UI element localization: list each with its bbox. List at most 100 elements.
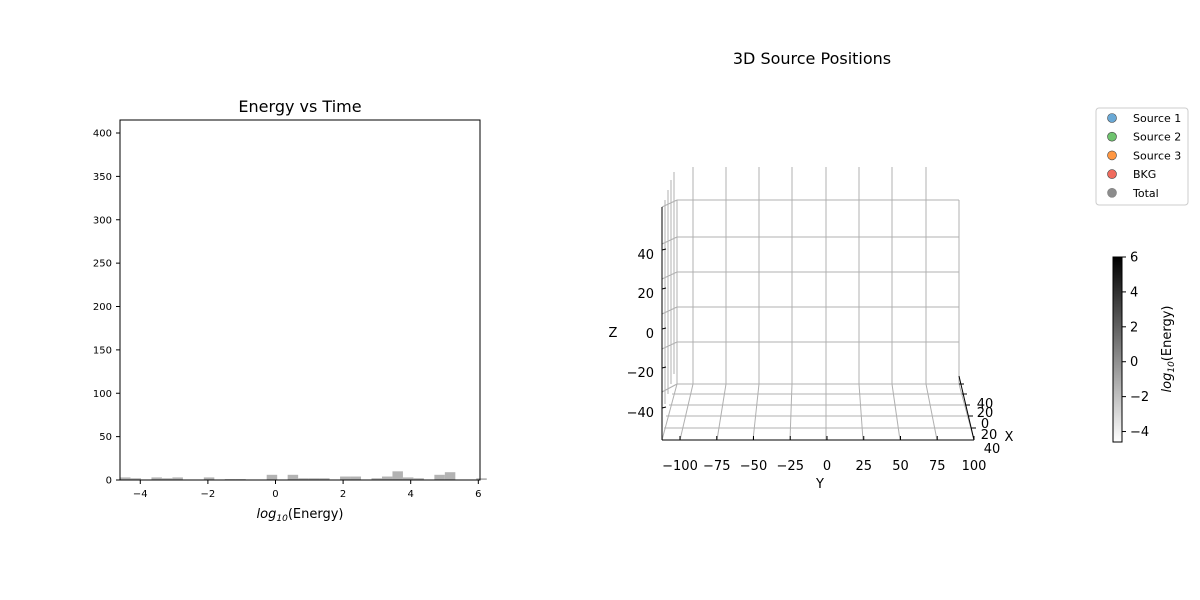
x-axis-tick-label: 0	[981, 417, 989, 432]
y-axis-tick-label: −25	[777, 459, 804, 474]
legend-marker	[1107, 188, 1117, 198]
x-axis-tick-label: 40	[984, 442, 1001, 457]
y-tick-label: 150	[93, 345, 112, 356]
histogram-bar	[402, 477, 414, 480]
y-axis-tick-label: −100	[662, 459, 698, 474]
y-tick-label: 50	[99, 432, 112, 443]
y-axis-tick-label: 50	[892, 459, 909, 474]
histogram-x-ticks: −4 −2 0 2 4 6	[133, 480, 481, 500]
scatter3d-panel: 3D Source Positions	[609, 49, 1014, 492]
legend-label: Source 3	[1133, 149, 1181, 162]
histogram-bar	[319, 478, 330, 480]
histogram-bar	[350, 476, 362, 480]
histogram-bar	[476, 478, 487, 480]
scatter3d-title: 3D Source Positions	[733, 49, 891, 68]
y-axis-tick-label: −75	[703, 459, 730, 474]
back-wall-grid	[676, 167, 960, 385]
z-axis-label: Z	[609, 326, 618, 341]
z-axis-tick-label: −20	[627, 366, 654, 381]
x-tick-label: −4	[133, 489, 148, 500]
y-tick-label: 300	[93, 215, 112, 226]
y-tick-label: 200	[93, 302, 112, 313]
legend-label: Source 2	[1133, 131, 1181, 144]
x-tick-label: 4	[408, 489, 414, 500]
histogram-bar	[371, 478, 382, 480]
y-axis-tick-label: 75	[929, 459, 946, 474]
colorbar-label-rest: (Energy)	[1160, 306, 1175, 362]
colorbar-gradient	[1112, 256, 1123, 443]
histogram-bar	[434, 474, 445, 480]
colorbar-tick-label: −2	[1130, 390, 1149, 405]
colorbar-tick-label: 0	[1130, 355, 1138, 370]
y-tick-label: 100	[93, 389, 112, 400]
legend-marker	[1107, 113, 1117, 123]
legend-label: Total	[1132, 187, 1159, 200]
colorbar: −4 −2 0 2 4 6 log10(Energy)	[1112, 251, 1177, 443]
histogram-bar	[340, 476, 351, 480]
legend-frame	[1095, 107, 1189, 206]
floor-grid	[661, 383, 975, 441]
histogram-y-ticks: 0 50 100 150 200 250 300 350 400	[93, 129, 120, 487]
legend-marker	[1107, 150, 1117, 161]
colorbar-label-log: log	[1160, 373, 1175, 393]
histogram-panel: Energy vs Time −4 −2 0 2 4 6 0 50 100 150 200 250 3…	[93, 97, 487, 524]
x-tick-label: 0	[272, 489, 278, 500]
histogram-bars	[120, 471, 487, 480]
histogram-bar	[151, 477, 162, 480]
x-tick-label: 6	[475, 489, 481, 500]
x-axis-tick-label: 20	[977, 406, 994, 421]
x-axis-label: X	[1005, 430, 1014, 445]
y-tick-label: 0	[106, 476, 112, 487]
y-axis-tick-label: 25	[855, 459, 872, 474]
legend-label: Source 1	[1133, 112, 1181, 125]
histogram-bar	[298, 478, 309, 480]
y-axis-tick-label: 100	[962, 459, 987, 474]
z-axis-ticks: −40 −20 0 20 40	[627, 248, 667, 421]
histogram-bar	[413, 478, 424, 480]
y-tick-label: 350	[93, 172, 112, 183]
colorbar-tick-label: 6	[1130, 251, 1138, 266]
y-tick-label: 400	[93, 129, 112, 140]
legend: Source 1 Source 2 Source 3 BKG Total	[1095, 107, 1189, 206]
x-tick-label: 2	[340, 489, 346, 500]
z-axis-tick-label: −40	[627, 406, 654, 421]
legend-marker	[1107, 131, 1117, 142]
y-tick-label: 250	[93, 259, 112, 270]
histogram-x-label-log: log	[257, 507, 277, 522]
x-tick-label: −2	[201, 489, 216, 500]
colorbar-tick-label: 4	[1130, 285, 1138, 300]
histogram-bar	[392, 471, 403, 480]
histogram-x-label: log10(Energy)	[257, 507, 344, 524]
z-axis-tick-label: 20	[637, 287, 654, 302]
colorbar-label: log10(Energy)	[1160, 306, 1177, 393]
histogram-bar	[381, 476, 393, 480]
x-axis-tick-label: 40	[977, 397, 994, 412]
histogram-bar	[444, 472, 456, 480]
z-axis-tick-mark	[661, 287, 667, 290]
colorbar-ticks: −4 −2 0 2 4 6	[1122, 251, 1149, 440]
legend-marker	[1107, 169, 1117, 179]
histogram-bar	[203, 477, 215, 480]
z-axis-tick-mark	[661, 248, 667, 251]
legend-label: BKG	[1133, 168, 1156, 181]
histogram-bar	[308, 478, 320, 480]
y-axis-label: Y	[815, 477, 824, 492]
z-axis-tick-label: 40	[637, 248, 654, 263]
x-axis-tick-label: 20	[981, 428, 998, 443]
z-axis-tick-mark	[661, 327, 667, 330]
legend-entries: Source 1 Source 2 Source 3 BKG Total	[1107, 112, 1181, 200]
y-axis-tick-label: −50	[740, 459, 767, 474]
histogram-plot-frame	[119, 119, 481, 481]
z-axis-tick-label: 0	[646, 327, 654, 342]
histogram-bar	[172, 477, 183, 480]
y-axis-ticks: −100 −75 −50 −25 0 25 50 75 100	[662, 436, 986, 474]
histogram-bar	[120, 477, 131, 480]
axis-lines	[661, 207, 975, 441]
colorbar-tick-label: −4	[1130, 425, 1149, 440]
histogram-bar	[287, 474, 299, 480]
z-axis-tick-mark	[661, 406, 667, 409]
histogram-title: Energy vs Time	[238, 97, 361, 116]
histogram-x-label-rest: (Energy)	[288, 507, 344, 522]
